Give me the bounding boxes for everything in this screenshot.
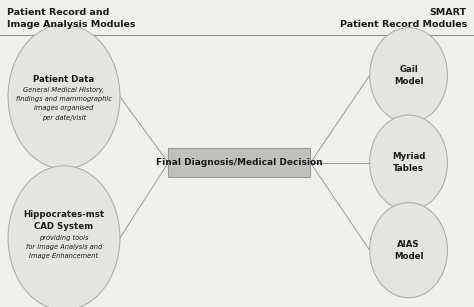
Text: CAD System: CAD System [35, 222, 93, 231]
Text: Image Enhancement: Image Enhancement [29, 253, 99, 259]
Text: General Medical History,: General Medical History, [23, 87, 105, 93]
Ellipse shape [8, 166, 120, 307]
Text: SMART: SMART [430, 8, 467, 17]
Ellipse shape [8, 25, 120, 169]
Ellipse shape [370, 28, 447, 123]
Text: Patient Record and: Patient Record and [7, 8, 109, 17]
Text: Patient Record Modules: Patient Record Modules [340, 20, 467, 29]
Ellipse shape [370, 115, 447, 210]
Text: for Image Analysis and: for Image Analysis and [26, 244, 102, 250]
Text: Myriad
Tables: Myriad Tables [392, 152, 425, 173]
Text: per date/visit: per date/visit [42, 115, 86, 121]
Text: Final Diagnosis/Medical Decision: Final Diagnosis/Medical Decision [156, 158, 323, 167]
Text: Gail
Model: Gail Model [394, 65, 423, 86]
FancyBboxPatch shape [168, 148, 310, 177]
Text: AIAS
Model: AIAS Model [394, 240, 423, 261]
Text: findings and mammographic: findings and mammographic [16, 96, 112, 102]
Ellipse shape [370, 203, 447, 298]
Text: Hippocrates-mst: Hippocrates-mst [23, 210, 105, 219]
Text: providing tools: providing tools [39, 235, 89, 241]
Text: Patient Data: Patient Data [34, 75, 94, 84]
Text: images organised: images organised [34, 105, 94, 111]
Text: Image Analysis Modules: Image Analysis Modules [7, 20, 136, 29]
